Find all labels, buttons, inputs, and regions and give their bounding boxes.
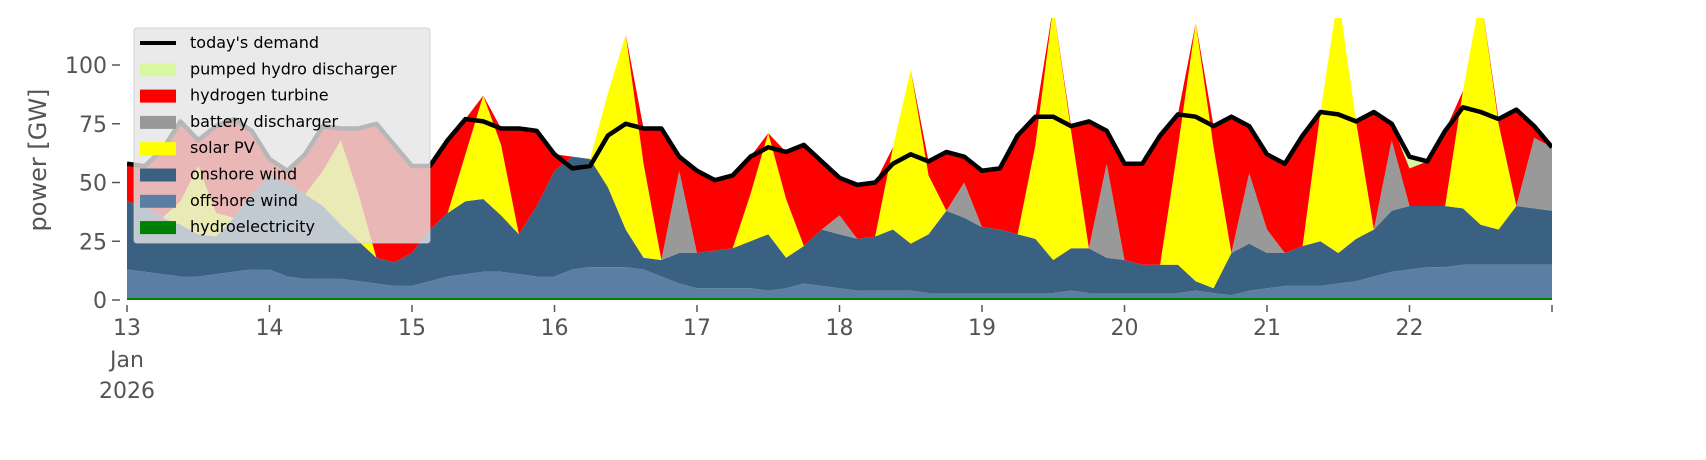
legend-label: battery discharger xyxy=(190,112,338,131)
area-onshore-wind xyxy=(127,156,1552,296)
legend-label: hydrogen turbine xyxy=(190,86,329,105)
legend-label: today's demand xyxy=(190,33,319,52)
area-pumped-hydro-discharger xyxy=(127,18,1552,185)
y-tick-label: 50 xyxy=(79,172,107,197)
legend: today's demand pumped hydro discharger hyd… xyxy=(133,27,431,244)
x-tick-label: 14 xyxy=(256,316,284,341)
x-tick-label: 19 xyxy=(968,316,996,341)
x-tick-label: 20 xyxy=(1111,316,1139,341)
y-tick-label: 25 xyxy=(79,230,107,255)
x-tick-label: 17 xyxy=(683,316,711,341)
x-tick-label: 22 xyxy=(1396,316,1424,341)
legend-swatch-hydroelectricity xyxy=(140,221,176,235)
legend-swatch-offshore-wind xyxy=(140,194,176,208)
legend-label: solar PV xyxy=(190,138,255,157)
x-tick-label: 15 xyxy=(398,316,426,341)
area-solar-pv xyxy=(127,18,1552,289)
legend-swatch-pumped-hydro-discharger xyxy=(140,63,176,77)
y-axis-label: power [GW] xyxy=(24,89,52,232)
legend-label: pumped hydro discharger xyxy=(190,59,397,78)
area-offshore-wind xyxy=(127,264,1552,298)
x-tick-sublabel: Jan xyxy=(108,348,144,373)
y-tick-label: 100 xyxy=(65,54,107,79)
legend-label: hydroelectricity xyxy=(190,217,315,236)
legend-swatch-hydrogen-turbine xyxy=(140,89,176,103)
legend-label: onshore wind xyxy=(190,165,297,184)
y-tick-label: 0 xyxy=(93,289,107,314)
stacked-areas xyxy=(127,18,1552,300)
y-tick-label: 75 xyxy=(79,113,107,138)
x-tick-label: 16 xyxy=(541,316,569,341)
legend-swatch-battery-discharger xyxy=(140,115,176,129)
legend-swatch-onshore-wind xyxy=(140,168,176,182)
legend-label: offshore wind xyxy=(190,191,298,210)
x-tick-label: 21 xyxy=(1253,316,1281,341)
legend-swatch-solar-pv xyxy=(140,142,176,156)
area-hydrogen-turbine xyxy=(127,18,1552,265)
x-tick-label: 18 xyxy=(826,316,854,341)
axes: 0 25 50 75 100 13 Jan 2026 14 15 16 17 18 19 20 21 22 xyxy=(65,54,1553,404)
x-tick-sublabel: 2026 xyxy=(99,379,155,404)
x-tick-label: 13 xyxy=(113,316,141,341)
legend-box xyxy=(133,27,431,244)
area-hydroelectricity xyxy=(127,297,1552,300)
